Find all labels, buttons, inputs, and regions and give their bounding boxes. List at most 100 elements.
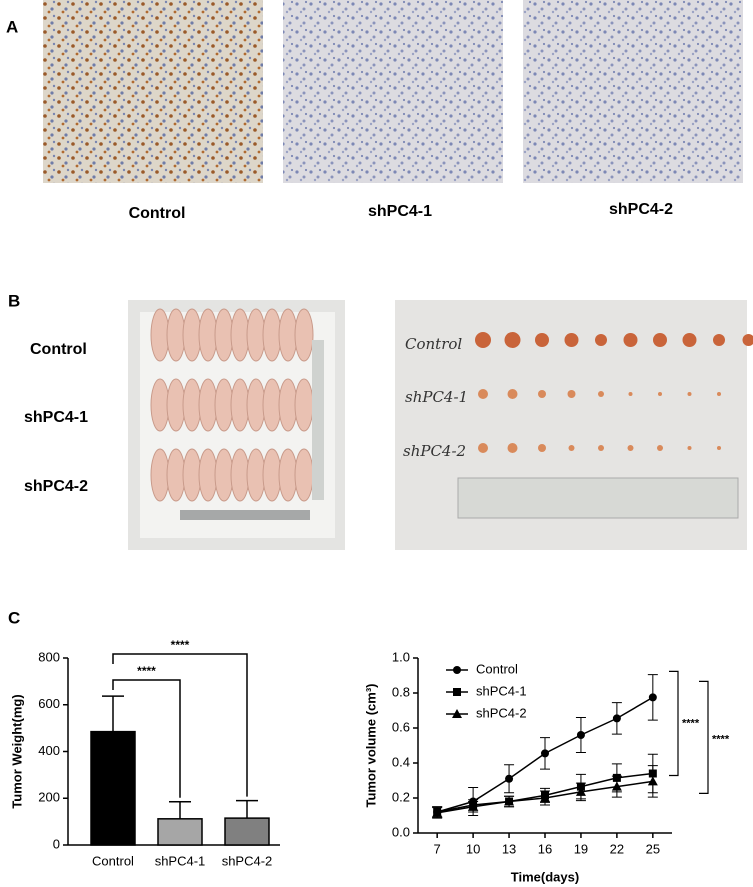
y-tick-label: 600 <box>38 696 60 711</box>
y-tick-label: 0.0 <box>392 824 410 839</box>
marker <box>611 781 622 791</box>
significance-label: **** <box>137 664 156 678</box>
bar <box>224 817 270 846</box>
tumor <box>598 391 604 397</box>
tumor <box>717 446 721 450</box>
mouse <box>182 308 202 362</box>
error-bar <box>169 801 191 819</box>
x-tick-label: shPC4-1 <box>155 853 206 868</box>
x-tick-label: 10 <box>466 841 480 856</box>
tumor <box>687 392 692 396</box>
tumor <box>658 392 662 396</box>
tumor <box>742 334 753 346</box>
ihc-image <box>283 0 503 183</box>
significance-label: **** <box>171 638 190 652</box>
significance-bracket <box>112 679 181 798</box>
error-bar <box>236 799 258 819</box>
row-label: shPC4-1 <box>24 409 88 426</box>
significance-bracket <box>669 670 679 777</box>
mouse <box>198 308 218 362</box>
x-axis-label: Time(days) <box>511 869 579 884</box>
mouse <box>166 378 186 432</box>
photo-label: shPC4-1 <box>405 388 468 406</box>
mouse <box>198 448 218 502</box>
x-tick-label: 22 <box>610 841 624 856</box>
mouse <box>150 448 170 502</box>
mouse <box>278 448 298 502</box>
tumor <box>653 333 667 347</box>
mouse <box>166 308 186 362</box>
y-tick-label: 0.4 <box>392 754 410 769</box>
marker <box>648 693 657 702</box>
marker <box>505 774 514 783</box>
mice <box>150 308 314 502</box>
tumor <box>478 389 488 399</box>
tumors <box>475 332 753 453</box>
marker <box>576 731 585 739</box>
mouse <box>246 308 266 362</box>
legend-label: shPC4-1 <box>476 683 527 698</box>
tumor <box>507 389 518 399</box>
x-tick-label: shPC4-2 <box>222 853 273 868</box>
mouse <box>230 308 250 362</box>
panel-letter: B <box>8 291 20 310</box>
y-axis-label: Tumor Weight(mg) <box>9 694 24 808</box>
y-tick-label: 0.8 <box>392 684 410 699</box>
mouse <box>150 308 170 362</box>
y-tick-label: 200 <box>38 790 60 805</box>
mouse <box>214 448 234 502</box>
caliper <box>180 510 310 520</box>
x-tick-label: 19 <box>574 841 588 856</box>
marker <box>432 807 443 817</box>
tumor <box>504 332 521 348</box>
marker <box>452 709 462 718</box>
mouse <box>166 448 186 502</box>
panel-letter: C <box>8 608 20 627</box>
marker <box>647 776 658 786</box>
row-label: Control <box>30 341 87 358</box>
significance-bracket <box>699 680 709 794</box>
mouse <box>294 308 314 362</box>
x-tick-label: 16 <box>538 841 552 856</box>
mouse <box>198 378 218 432</box>
x-tick-label: 13 <box>502 841 516 856</box>
tumor <box>564 333 579 347</box>
tumor <box>475 332 491 348</box>
mouse <box>182 448 202 502</box>
tumor <box>682 333 697 347</box>
tumor <box>657 445 663 451</box>
y-axis-label: Tumor volume (cm³) <box>363 684 378 808</box>
mouse <box>278 378 298 432</box>
tumor <box>538 390 546 398</box>
marker <box>453 688 461 696</box>
panel-letter: A <box>6 17 18 36</box>
tumor <box>507 443 518 453</box>
marker <box>453 666 461 674</box>
image-label: shPC4-2 <box>609 201 673 218</box>
charts: 0 200 400 600 800 Tumor Weight(mg) Control shPC… <box>9 638 729 884</box>
significance-label: **** <box>682 717 700 729</box>
tumor <box>598 445 604 451</box>
tumor <box>627 445 634 451</box>
mouse <box>214 308 234 362</box>
tumor <box>687 446 692 450</box>
tumor <box>567 390 576 398</box>
ihc-image <box>523 0 743 183</box>
y-tick-label: 0.2 <box>392 789 410 804</box>
mouse <box>262 308 282 362</box>
significance-label: **** <box>712 733 730 745</box>
significance-bracket <box>112 653 248 797</box>
mouse <box>262 448 282 502</box>
photo-label: shPC4-2 <box>403 442 466 460</box>
mouse <box>230 378 250 432</box>
error-bar <box>102 695 124 732</box>
mouse <box>294 378 314 432</box>
y-tick-label: 0.6 <box>392 719 410 734</box>
image-label: Control <box>129 205 186 222</box>
y-tick-label: 800 <box>38 649 60 664</box>
photo-label: Control <box>405 335 462 353</box>
x-tick-label: Control <box>92 853 134 868</box>
legend-label: Control <box>476 661 518 676</box>
bar <box>157 818 203 846</box>
image-label: shPC4-1 <box>368 203 432 220</box>
